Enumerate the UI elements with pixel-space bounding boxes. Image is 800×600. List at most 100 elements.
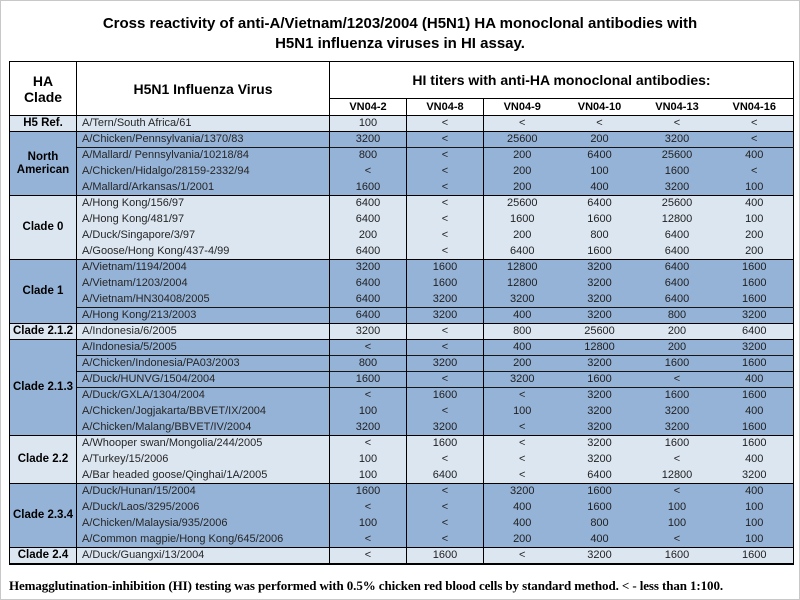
table-row: A/Common magpie/Hong Kong/645/2006 < <200 4… [10, 531, 794, 548]
titer-value-cell: 3200 [560, 435, 639, 452]
titer-value-cell: < [406, 515, 484, 532]
slide-title-line2: H5N1 influenza viruses in HI assay. [275, 35, 525, 52]
titer-value-cell: 1600 [715, 435, 794, 452]
titer-value-cell: 1600 [406, 547, 484, 564]
titer-value-cell: 1600 [715, 547, 794, 564]
virus-name-cell: A/Vietnam/1203/2004 [76, 275, 330, 292]
titer-value-cell: 1600 [638, 355, 716, 372]
titer-value-cell: 3200 [560, 451, 639, 468]
titer-value-cell: 200 [560, 131, 639, 148]
titer-value-cell: 1600 [715, 419, 794, 436]
titer-value-cell: < [638, 531, 716, 548]
titer-value-cell: 100 [715, 515, 794, 532]
titer-value-cell: < [638, 115, 716, 132]
antibody-column-header: VN04-13 [638, 98, 716, 116]
virus-name-cell: A/Vietnam/1194/2004 [76, 259, 330, 276]
table-body: H5 Ref. A/Tern/South Africa/61 100 < < < < < Nor… [9, 115, 794, 564]
virus-name-cell: A/Chicken/Hidalgo/28159-2332/94 [76, 163, 330, 180]
clade-label: Clade 2.2 [9, 435, 77, 484]
titer-value-cell: < [715, 163, 794, 180]
virus-name-cell: A/Mallard/ Pennsylvania/10218/84 [76, 147, 330, 164]
titer-value-cell: < [406, 403, 484, 420]
titer-value-cell: 200 [483, 147, 561, 164]
titer-value-cell: 1600 [329, 179, 407, 196]
virus-name-cell: A/Chicken/Malang/BBVET/IV/2004 [76, 419, 330, 436]
titer-value-cell: 3200 [560, 291, 639, 308]
titer-value-cell: 800 [329, 355, 407, 372]
titer-value-cell: 100 [329, 515, 407, 532]
titer-value-cell: 1600 [406, 275, 484, 292]
titer-value-cell: 100 [638, 515, 716, 532]
titer-value-cell: < [329, 499, 407, 516]
titer-value-cell: 3200 [560, 419, 639, 436]
titer-value-cell: 6400 [329, 307, 407, 324]
titer-value-cell: 3200 [560, 403, 639, 420]
titer-value-cell: 1600 [638, 435, 716, 452]
virus-name-cell: A/Duck/Laos/3295/2006 [76, 499, 330, 516]
titer-value-cell: 6400 [560, 195, 639, 212]
titer-value-cell: 25600 [638, 195, 716, 212]
titer-value-cell: < [406, 243, 484, 260]
titer-value-cell: < [406, 179, 484, 196]
titer-value-cell: 200 [483, 163, 561, 180]
titer-value-cell: 3200 [329, 131, 407, 148]
table-row: A/Duck/GXLA/1304/2004 <1600 <3200 1600 1600 [10, 387, 794, 404]
titer-value-cell: 6400 [638, 291, 716, 308]
titer-value-cell: 3200 [406, 355, 484, 372]
titer-value-cell: < [329, 547, 407, 564]
titer-value-cell: 100 [715, 499, 794, 516]
titer-value-cell: 12800 [638, 467, 716, 484]
virus-name-cell: A/Turkey/15/2006 [76, 451, 330, 468]
titer-value-cell: 12800 [483, 275, 561, 292]
table-row: A/Mallard/ Pennsylvania/10218/84 800 <200 6… [10, 147, 794, 164]
titer-value-cell: 25600 [483, 131, 561, 148]
titer-value-cell: 400 [560, 179, 639, 196]
virus-name-cell: A/Goose/Hong Kong/437-4/99 [76, 243, 330, 260]
titer-value-cell: 3200 [329, 419, 407, 436]
virus-name-cell: A/Whooper swan/Mongolia/244/2005 [76, 435, 330, 452]
titer-value-cell: < [329, 339, 407, 356]
titer-value-cell: < [483, 387, 561, 404]
slide-title-line1: Cross reactivity of anti-A/Vietnam/1203/… [102, 15, 698, 32]
titer-value-cell: 400 [483, 307, 561, 324]
titer-value-cell: < [715, 115, 794, 132]
titer-value-cell: 800 [560, 227, 639, 244]
titer-value-cell: 800 [638, 307, 716, 324]
table-row: Clade 0 A/Hong Kong/156/97 6400 <25600 6400 2… [9, 195, 794, 260]
table-row: A/Vietnam/1203/2004 6400 1600 12800 3200 6400… [10, 275, 794, 292]
titer-value-cell: 200 [329, 227, 407, 244]
virus-name-cell: A/Chicken/Jogjakarta/BBVET/IX/2004 [76, 403, 330, 420]
titer-value-cell: 400 [483, 499, 561, 516]
titer-value-cell: 1600 [715, 355, 794, 372]
titer-value-cell: < [483, 419, 561, 436]
titer-value-cell: 1600 [638, 163, 716, 180]
titer-value-cell: 3200 [715, 467, 794, 484]
titer-value-cell: 1600 [483, 211, 561, 228]
titer-value-cell: 200 [483, 355, 561, 372]
titer-value-cell: 100 [329, 403, 407, 420]
titer-value-cell: 100 [560, 163, 639, 180]
titer-value-cell: 6400 [329, 291, 407, 308]
titer-value-cell: 3200 [406, 419, 484, 436]
titer-value-cell: 3200 [560, 547, 639, 564]
titer-value-cell: 3200 [638, 419, 716, 436]
antibody-column-header: VN04-16 [715, 98, 794, 116]
table-row: Clade 2.2 A/Whooper swan/Mongolia/244/200… [9, 435, 794, 484]
titer-value-cell: 1600 [715, 291, 794, 308]
titer-value-cell: < [406, 131, 484, 148]
table-row: A/Duck/Laos/3295/2006 < <400 1600 100 100 [10, 499, 794, 516]
titer-value-cell: 3200 [560, 307, 639, 324]
titer-value-cell: < [483, 451, 561, 468]
titer-value-cell: < [560, 115, 639, 132]
titer-value-cell: < [329, 531, 407, 548]
titer-value-cell: < [329, 387, 407, 404]
titer-value-cell: 3200 [560, 275, 639, 292]
table-row: Clade 2.1.2 A/Indonesia/6/2005 3200 <800 256… [9, 323, 794, 340]
titer-value-cell: 100 [715, 211, 794, 228]
titer-value-cell: 3200 [638, 131, 716, 148]
titer-value-cell: 6400 [638, 243, 716, 260]
titer-value-cell: 12800 [560, 339, 639, 356]
titer-value-cell: < [638, 483, 716, 500]
titer-value-cell: 3200 [483, 371, 561, 388]
titer-value-cell: 3200 [560, 355, 639, 372]
